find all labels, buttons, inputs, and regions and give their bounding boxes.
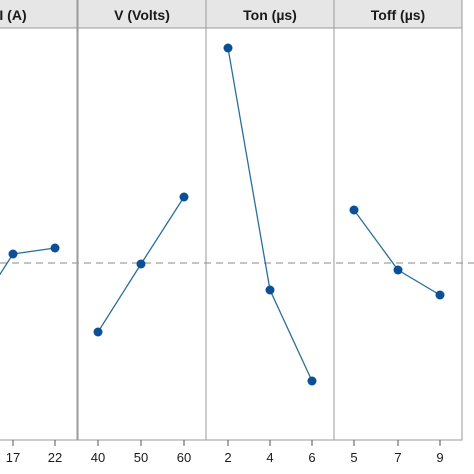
panel-header bbox=[0, 0, 78, 29]
x-tick-label: 4 bbox=[266, 450, 273, 465]
data-point bbox=[93, 327, 103, 337]
x-tick-label: 5 bbox=[350, 450, 357, 465]
panel-title: V (Volts) bbox=[114, 7, 170, 23]
x-tick-label: 6 bbox=[308, 450, 315, 465]
data-point bbox=[307, 376, 317, 386]
data-point bbox=[50, 243, 60, 253]
panel-header bbox=[77, 0, 207, 29]
data-point bbox=[8, 249, 18, 259]
data-point bbox=[179, 192, 189, 202]
data-point bbox=[435, 290, 445, 300]
series-line bbox=[0, 247, 56, 276]
x-tick-label: 40 bbox=[91, 450, 105, 465]
panel-frame bbox=[333, 27, 463, 441]
x-tick-label: 60 bbox=[177, 450, 191, 465]
series-line bbox=[353, 209, 441, 296]
panel-title: Toff (µs) bbox=[371, 7, 425, 23]
x-tick-label: 9 bbox=[436, 450, 443, 465]
x-tick-label: 22 bbox=[48, 450, 62, 465]
data-point bbox=[265, 285, 275, 295]
series-line bbox=[227, 47, 313, 382]
data-point bbox=[393, 265, 403, 275]
x-tick-label: 2 bbox=[224, 450, 231, 465]
panel-title: I (A) bbox=[0, 7, 27, 23]
data-point bbox=[349, 205, 359, 215]
x-tick-label: 7 bbox=[394, 450, 401, 465]
panel-title: Ton (µs) bbox=[243, 7, 297, 23]
panel-frame bbox=[77, 27, 207, 441]
data-point bbox=[223, 43, 233, 53]
x-tick-label: 17 bbox=[6, 450, 20, 465]
data-point bbox=[136, 259, 146, 269]
x-tick-label: 50 bbox=[134, 450, 148, 465]
panel-frame bbox=[0, 27, 78, 441]
